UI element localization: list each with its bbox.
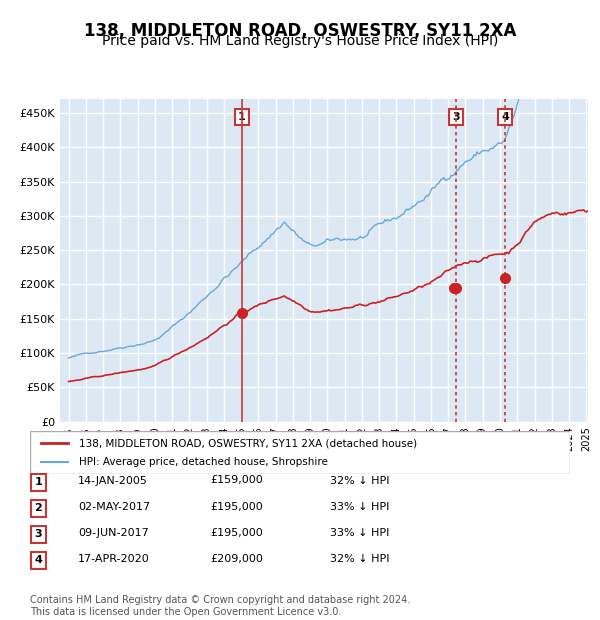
Text: 138, MIDDLETON ROAD, OSWESTRY, SY11 2XA (detached house): 138, MIDDLETON ROAD, OSWESTRY, SY11 2XA …: [79, 438, 417, 448]
Text: 32% ↓ HPI: 32% ↓ HPI: [330, 554, 389, 564]
Text: 17-APR-2020: 17-APR-2020: [78, 554, 150, 564]
Text: 4: 4: [34, 556, 43, 565]
FancyBboxPatch shape: [30, 431, 570, 474]
FancyBboxPatch shape: [31, 500, 46, 516]
FancyBboxPatch shape: [31, 552, 46, 569]
Text: Contains HM Land Registry data © Crown copyright and database right 2024.
This d: Contains HM Land Registry data © Crown c…: [30, 595, 410, 617]
Text: 1: 1: [238, 112, 246, 122]
Text: 3: 3: [452, 112, 460, 122]
Text: £195,000: £195,000: [210, 528, 263, 538]
Text: 33% ↓ HPI: 33% ↓ HPI: [330, 502, 389, 512]
Text: 32% ↓ HPI: 32% ↓ HPI: [330, 476, 389, 485]
FancyBboxPatch shape: [31, 474, 46, 491]
Text: 1: 1: [35, 477, 42, 487]
Text: £209,000: £209,000: [210, 554, 263, 564]
Text: 4: 4: [501, 112, 509, 122]
Text: HPI: Average price, detached house, Shropshire: HPI: Average price, detached house, Shro…: [79, 457, 328, 467]
Text: 138, MIDDLETON ROAD, OSWESTRY, SY11 2XA: 138, MIDDLETON ROAD, OSWESTRY, SY11 2XA: [84, 22, 516, 40]
Text: £195,000: £195,000: [210, 502, 263, 512]
Text: 3: 3: [35, 529, 42, 539]
Text: 02-MAY-2017: 02-MAY-2017: [78, 502, 150, 512]
Text: £159,000: £159,000: [210, 476, 263, 485]
Text: 09-JUN-2017: 09-JUN-2017: [78, 528, 149, 538]
Text: 14-JAN-2005: 14-JAN-2005: [78, 476, 148, 485]
Text: 33% ↓ HPI: 33% ↓ HPI: [330, 528, 389, 538]
Text: 2: 2: [35, 503, 42, 513]
FancyBboxPatch shape: [31, 526, 46, 543]
Text: Price paid vs. HM Land Registry's House Price Index (HPI): Price paid vs. HM Land Registry's House …: [102, 34, 498, 48]
